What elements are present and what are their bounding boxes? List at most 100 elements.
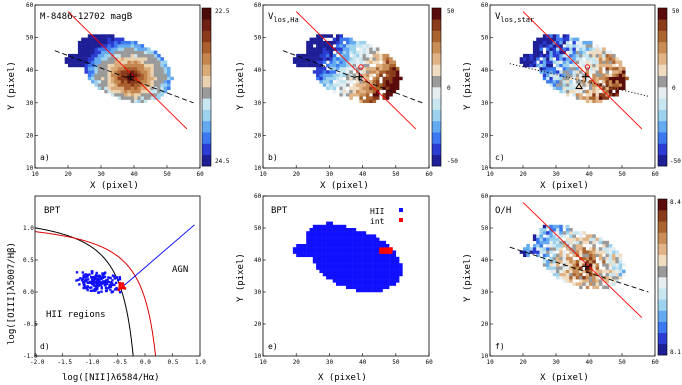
- map-pixel: [559, 70, 563, 74]
- map-pixel: [87, 34, 92, 38]
- map-pixel: [556, 70, 560, 74]
- map-pixel: [91, 80, 95, 84]
- map-pixel: [94, 73, 98, 78]
- map-pixel: [342, 260, 347, 264]
- map-pixel: [575, 76, 580, 81]
- bpt-point-int: [119, 283, 123, 286]
- map-pixel: [552, 83, 557, 87]
- map-pixel: [319, 256, 323, 261]
- map-pixel: [589, 282, 593, 286]
- bpt-point-hii: [90, 286, 93, 289]
- map-pixel: [77, 44, 82, 48]
- map-pixel: [312, 234, 317, 238]
- map-pixel: [130, 96, 135, 100]
- map-xtick-label: 30: [326, 359, 334, 366]
- map-pixel: [110, 76, 115, 81]
- map-pixel: [101, 80, 105, 84]
- map-pixel: [306, 63, 310, 68]
- map-pixel: [595, 96, 600, 100]
- map-pixel: [592, 99, 596, 104]
- map-pixel: [91, 40, 95, 45]
- map-pixel: [143, 80, 148, 84]
- map-pixel: [87, 37, 92, 42]
- colorbar-b-top: 50: [447, 8, 455, 15]
- map-pixel: [542, 40, 547, 45]
- colorbar-f-bottom: 8.1: [670, 349, 681, 356]
- bpt-point-hii: [118, 277, 122, 281]
- map-pixel: [346, 253, 350, 258]
- map-pixel: [556, 66, 560, 71]
- map-pixel: [326, 34, 330, 38]
- map-pixel: [339, 272, 343, 277]
- map-pixel: [134, 99, 138, 104]
- bpt-point-hii: [111, 283, 114, 287]
- map-pixel: [575, 282, 580, 286]
- map-pixel: [359, 253, 363, 258]
- map-pixel: [379, 282, 383, 286]
- map-pixel: [110, 50, 115, 55]
- halpha-velocity-map: [282, 11, 423, 130]
- map-pixel: [392, 263, 397, 267]
- map-pixel: [349, 50, 353, 55]
- map-pixel: [569, 76, 573, 81]
- map-pixel: [605, 80, 610, 84]
- bpt-spatial-map: [292, 221, 403, 293]
- map-pixel: [346, 234, 350, 238]
- map-pixel: [625, 76, 629, 81]
- map-pixel: [319, 224, 323, 229]
- map-pixel: [523, 247, 527, 251]
- map-pixel: [74, 60, 79, 64]
- map-pixel: [302, 57, 307, 61]
- map-pixel: [542, 44, 547, 48]
- legend-int-label: int: [370, 217, 385, 226]
- map-pixel: [565, 276, 570, 280]
- colorbar-swatch: [202, 8, 211, 20]
- map-pixel: [559, 76, 563, 81]
- map-pixel: [595, 285, 600, 290]
- bpt-point-int: [118, 285, 122, 288]
- map-pixel: [160, 93, 164, 97]
- map-pixel: [559, 240, 563, 245]
- map-pixel: [114, 63, 118, 68]
- map-pixel: [87, 50, 92, 55]
- map-pixel: [595, 57, 600, 61]
- map-pixel: [549, 66, 553, 71]
- map-pixel: [582, 231, 586, 235]
- map-pixel: [585, 60, 590, 64]
- map-pixel: [332, 37, 337, 42]
- map-pixel: [379, 244, 383, 248]
- map-pixel: [77, 40, 82, 45]
- map-pixel: [107, 40, 112, 45]
- colorbar-swatch: [658, 64, 667, 77]
- map-pixel: [615, 66, 619, 71]
- map-pixel: [332, 263, 337, 267]
- map-pixel: [356, 256, 360, 261]
- map-pixel: [130, 86, 135, 91]
- map-pixel: [605, 285, 610, 290]
- map-pixel: [362, 285, 367, 290]
- map-pixel: [319, 47, 323, 51]
- map-pixel: [365, 250, 370, 254]
- map-pixel: [592, 234, 596, 238]
- map-pixel: [385, 250, 390, 254]
- map-pixel: [562, 86, 567, 91]
- map-pixel: [615, 272, 619, 277]
- map-ytick-label: 50: [481, 35, 489, 42]
- map-pixel: [352, 276, 357, 280]
- map-pixel: [349, 80, 353, 84]
- map-pixel: [542, 237, 547, 242]
- map-pixel: [389, 66, 393, 71]
- map-pixel: [572, 66, 577, 71]
- map-pixel: [336, 276, 340, 280]
- map-pixel: [605, 96, 610, 100]
- map-xtick-label: 50: [619, 171, 627, 178]
- bpt-point-hii: [79, 277, 82, 280]
- map-pixel: [134, 47, 138, 51]
- map-pixel: [559, 89, 563, 94]
- map-pixel: [153, 73, 158, 78]
- map-pixel: [546, 253, 550, 258]
- colorbar-swatch: [202, 30, 211, 43]
- colorbar-f-top: 8.4: [670, 199, 681, 206]
- map-pixel: [602, 93, 606, 97]
- map-pixel: [349, 253, 353, 258]
